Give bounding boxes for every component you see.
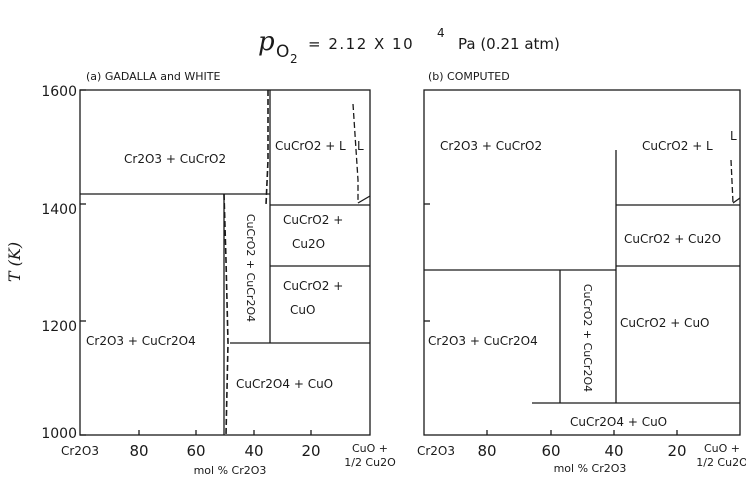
x-tick-label: 80	[477, 442, 496, 460]
x-end-label: Cr2O3	[417, 444, 455, 458]
x-tick-label: 40	[604, 442, 623, 460]
title-subscript: O	[276, 42, 289, 62]
title-expression: = 2.12 X 10	[308, 35, 414, 53]
liquidus-dashed	[265, 90, 269, 206]
boundary-line	[732, 197, 741, 204]
panel-a-text: (a) GADALLA and WHITE Cr2O3 + CuCrO2 CuC…	[61, 70, 396, 477]
x-tick-label: 80	[129, 442, 148, 460]
x-tick-label: 60	[541, 442, 560, 460]
x-tick-label: 60	[186, 442, 205, 460]
region-label: CuCrO2 + L	[642, 139, 713, 153]
region-label: CuCrO2 + L	[275, 139, 346, 153]
x-tick-label: 20	[667, 442, 686, 460]
title-subsub: 2	[290, 52, 298, 66]
y-axis: T (K) 1600 1400 1200 1000	[5, 84, 77, 442]
x-end-label: 1/2 Cu2O	[344, 456, 396, 469]
x-axis-label: mol % Cr2O3	[554, 462, 627, 475]
panel-a-caption: (a) GADALLA and WHITE	[86, 70, 221, 83]
x-tick-label: 20	[301, 442, 320, 460]
title-unit: Pa (0.21 atm)	[458, 35, 560, 53]
region-label: CuCrO2 + CuO	[620, 316, 710, 330]
panel-b-frame	[423, 89, 741, 436]
region-label: CuCr2O4 + CuO	[236, 377, 333, 391]
liquidus-dashed	[352, 103, 359, 203]
title-exponent: 4	[437, 26, 445, 40]
x-axis-label: mol % Cr2O3	[194, 464, 267, 477]
panel-b-text: (b) COMPUTED Cr2O3 + CuCrO2 CuCrO2 + L L…	[417, 70, 746, 475]
region-label: Cr2O3 + CuCr2O4	[428, 334, 538, 348]
region-label: CuO	[290, 303, 315, 317]
region-label: CuCrO2 + Cu2O	[624, 232, 721, 246]
figure-title: p O 2 = 2.12 X 10 4 Pa (0.21 atm)	[258, 26, 560, 66]
region-label: Cr2O3 + CuCrO2	[440, 139, 542, 153]
y-axis-label: T (K)	[5, 242, 24, 282]
panel-a	[79, 89, 371, 436]
region-label: Cr2O3 + CuCr2O4	[86, 334, 196, 348]
region-label: L	[730, 129, 737, 143]
region-label: CuCrO2 +	[283, 213, 343, 227]
panel-a-frame	[79, 89, 371, 436]
title-symbol: p	[258, 27, 275, 57]
boundary-line	[357, 195, 371, 204]
x-end-label: 1/2 Cu2O	[696, 456, 746, 469]
region-label-vertical: CuCrO2 + CuCr2O4	[581, 284, 594, 392]
x-end-label: Cr2O3	[61, 444, 99, 458]
y-tick-label: 1400	[41, 202, 77, 218]
x-end-label: CuO +	[704, 442, 740, 455]
y-tick-label: 1000	[41, 426, 77, 442]
x-tick-label: 40	[244, 442, 263, 460]
region-label: CuCrO2 +	[283, 279, 343, 293]
region-label: Cr2O3 + CuCrO2	[124, 152, 226, 166]
region-label-vertical: CuCrO2 + CuCr2O4	[244, 214, 257, 322]
x-end-label: CuO +	[352, 442, 388, 455]
y-tick-label: 1600	[41, 84, 77, 100]
region-label: CuCr2O4 + CuO	[570, 415, 667, 429]
region-label: L	[357, 139, 364, 153]
panel-b-caption: (b) COMPUTED	[428, 70, 510, 83]
liquidus-dashed	[730, 159, 734, 204]
y-tick-label: 1200	[41, 319, 77, 335]
region-label: Cu2O	[292, 237, 325, 251]
panel-b	[423, 89, 741, 436]
